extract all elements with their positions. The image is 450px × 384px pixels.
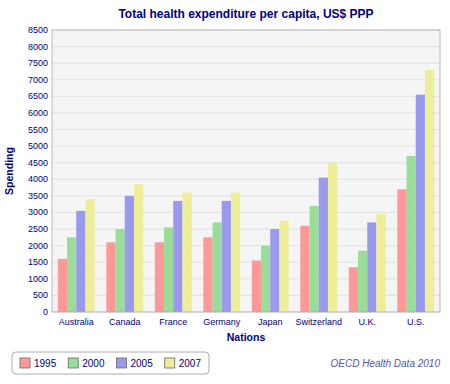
title: Total health expenditure per capita, US$… — [118, 7, 373, 21]
grid-line — [52, 63, 440, 64]
legend: 1995 2000 2005 2007 — [12, 352, 209, 374]
y-tick-label: 5000 — [28, 141, 48, 151]
grid-line — [52, 146, 440, 147]
y-tick-label: 4000 — [28, 174, 48, 184]
bar — [58, 259, 67, 312]
y-tick-label: 1500 — [28, 257, 48, 267]
y-grid — [52, 30, 440, 312]
x-tick-label: U.K. — [358, 317, 376, 327]
bar — [76, 211, 85, 312]
grid-line — [52, 129, 440, 130]
bar — [261, 246, 270, 312]
chart-container: Total health expenditure per capita, US$… — [0, 0, 450, 384]
y-tick-label: 2000 — [28, 241, 48, 251]
x-tick-label: Australia — [59, 317, 94, 327]
plot-frame — [52, 30, 440, 312]
legend-swatch — [20, 358, 30, 368]
bar — [116, 229, 125, 312]
bar — [310, 206, 319, 312]
bar — [85, 199, 94, 312]
grid-line — [52, 96, 440, 97]
y-tick-label: 7500 — [28, 58, 48, 68]
y-tick-label: 6500 — [28, 91, 48, 101]
y-axis-label: Spending — [3, 147, 15, 195]
bar — [319, 178, 328, 312]
bar-series — [58, 189, 407, 312]
y-tick-label: 3500 — [28, 191, 48, 201]
bar — [349, 267, 358, 312]
bar-series — [67, 156, 416, 312]
bar — [173, 201, 182, 312]
bar — [425, 70, 434, 312]
bar — [182, 193, 191, 312]
bar — [203, 237, 212, 312]
bar — [164, 227, 173, 312]
x-tick-label: U.S. — [407, 317, 425, 327]
y-tick-label: 5500 — [28, 125, 48, 135]
x-tick-labels: Australia Canada France Germany Japan Switzer… — [59, 317, 425, 327]
grid-line — [52, 195, 440, 196]
grid-line — [52, 79, 440, 80]
bar-series — [76, 95, 425, 312]
y-tick-label: 6000 — [28, 108, 48, 118]
bar — [407, 156, 416, 312]
bar — [252, 261, 261, 312]
y-tick-label: 1000 — [28, 274, 48, 284]
bar — [328, 163, 337, 312]
legend-label: 2000 — [82, 358, 105, 369]
x-tick-label: Canada — [109, 317, 141, 327]
legend-swatch — [68, 358, 78, 368]
legend-swatch — [165, 358, 175, 368]
x-tick-label: Japan — [258, 317, 283, 327]
bar — [155, 242, 164, 312]
bar — [416, 95, 425, 312]
bar — [376, 214, 385, 312]
bar — [300, 226, 309, 312]
y-tick-label: 4500 — [28, 158, 48, 168]
grid-line — [52, 212, 440, 213]
bar — [222, 201, 231, 312]
bar — [125, 196, 134, 312]
chart-svg: Total health expenditure per capita, US$… — [0, 0, 450, 384]
legend-box — [12, 352, 209, 374]
y-tick-label: 0 — [43, 307, 48, 317]
x-tick-label: Switzerland — [295, 317, 342, 327]
y-tick-label: 2500 — [28, 224, 48, 234]
y-tick-label: 7000 — [28, 75, 48, 85]
bar — [367, 222, 376, 312]
y-tick-label: 500 — [33, 290, 48, 300]
x-axis-label: Nations — [227, 331, 266, 343]
grid-line — [52, 46, 440, 47]
bar — [213, 222, 222, 312]
x-tick-label: Germany — [203, 317, 241, 327]
grid-line — [52, 179, 440, 180]
plot-background — [52, 30, 440, 312]
y-tick-label: 8500 — [28, 25, 48, 35]
bar — [231, 193, 240, 312]
x-tick-label: France — [159, 317, 187, 327]
grid-line — [52, 112, 440, 113]
bar — [134, 184, 143, 312]
legend-label: 2005 — [131, 358, 154, 369]
legend-swatch — [117, 358, 127, 368]
grid-line — [52, 162, 440, 163]
y-tick-label: 3000 — [28, 207, 48, 217]
legend-label: 1995 — [34, 358, 57, 369]
bars — [58, 70, 434, 312]
annotation: OECD Health Data 2010 — [330, 358, 440, 369]
y-tick-label: 8000 — [28, 42, 48, 52]
bar — [106, 242, 115, 312]
bar-series — [85, 70, 434, 312]
bar — [279, 221, 288, 312]
bar — [270, 229, 279, 312]
y-tick-labels: 0 500 1000 1500 2000 2500 3000 3500 4000 4500 5000… — [28, 25, 48, 317]
bar — [67, 237, 76, 312]
legend-label: 2007 — [179, 358, 202, 369]
bar — [358, 251, 367, 312]
bar — [397, 189, 406, 312]
